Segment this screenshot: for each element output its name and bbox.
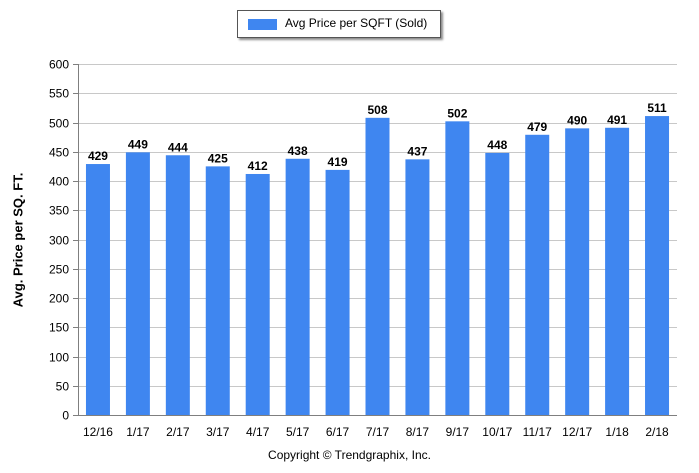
y-tick-label: 150 — [49, 321, 69, 335]
data-label: 425 — [208, 151, 228, 165]
x-tick-label: 11/17 — [523, 425, 552, 439]
bar — [325, 169, 350, 415]
data-label: 502 — [447, 106, 467, 120]
y-tick-label: 50 — [56, 380, 70, 394]
x-tick-label: 3/17 — [206, 425, 230, 439]
data-label: 444 — [168, 140, 188, 154]
data-label: 437 — [407, 144, 427, 158]
x-tick-label: 12/17 — [562, 425, 592, 439]
data-label: 508 — [367, 103, 387, 117]
x-tick-label: 1/18 — [605, 425, 629, 439]
y-tick-label: 250 — [49, 263, 69, 277]
bar — [125, 152, 150, 415]
data-label: 438 — [288, 144, 308, 158]
data-label: 479 — [527, 120, 547, 134]
x-tick-label: 2/17 — [166, 425, 190, 439]
data-label: 491 — [607, 113, 627, 127]
data-label: 511 — [647, 101, 667, 115]
bar — [245, 173, 270, 415]
x-tick-label: 1/17 — [126, 425, 150, 439]
data-label: 448 — [487, 138, 507, 152]
bar — [485, 152, 510, 416]
y-tick-label: 600 — [49, 58, 69, 72]
x-tick-label: 6/17 — [326, 425, 350, 439]
legend-label: Avg Price per SQFT (Sold) — [285, 16, 428, 30]
x-tick-label: 10/17 — [482, 425, 512, 439]
x-tick-label: 9/17 — [446, 425, 470, 439]
y-tick-label: 0 — [62, 409, 69, 423]
y-tick-label: 350 — [49, 204, 69, 218]
x-tick-label: 12/16 — [83, 425, 113, 439]
y-tick-label: 450 — [49, 146, 69, 160]
bar — [645, 116, 670, 415]
data-label: 412 — [248, 159, 268, 173]
legend-swatch — [248, 19, 277, 30]
bar — [205, 166, 230, 415]
legend: Avg Price per SQFT (Sold) — [237, 10, 441, 38]
y-tick-label: 400 — [49, 175, 69, 189]
x-tick-label: 4/17 — [246, 425, 270, 439]
data-label: 449 — [128, 137, 148, 151]
y-axis-label: Avg. Price per SQ. FT. — [10, 172, 26, 308]
bar — [605, 127, 630, 415]
y-tick-label: 550 — [49, 87, 69, 101]
copyright-footer: Copyright © Trendgraphix, Inc. — [268, 448, 431, 462]
data-label: 419 — [328, 155, 348, 169]
x-tick-label: 7/17 — [366, 425, 390, 439]
data-label: 490 — [567, 113, 587, 127]
x-tick-label: 5/17 — [286, 425, 310, 439]
bar — [445, 121, 470, 415]
bar — [565, 128, 590, 415]
bar — [85, 164, 110, 415]
y-tick-label: 100 — [49, 351, 69, 365]
y-tick-label: 200 — [49, 292, 69, 306]
data-label: 429 — [88, 149, 108, 163]
x-tick-label: 2/18 — [645, 425, 669, 439]
x-tick-label: 8/17 — [406, 425, 430, 439]
bar — [285, 158, 310, 415]
y-tick-label: 500 — [49, 117, 69, 131]
bar — [365, 117, 390, 415]
bar — [525, 134, 550, 415]
y-tick-label: 300 — [49, 234, 69, 248]
bar — [405, 159, 430, 415]
bar — [165, 155, 190, 415]
